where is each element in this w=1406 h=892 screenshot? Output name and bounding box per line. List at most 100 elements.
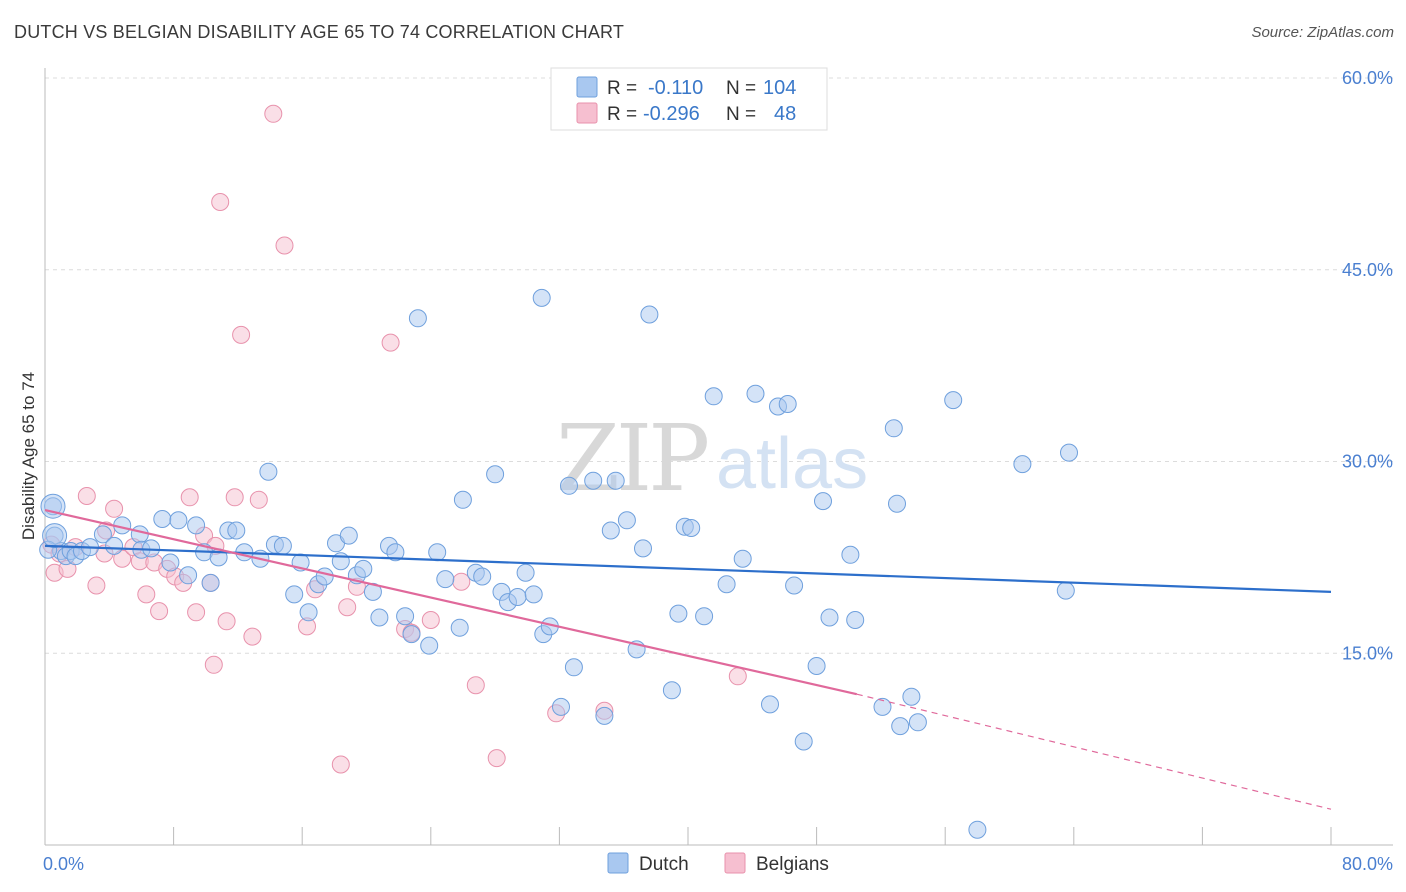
dutch-point — [370, 608, 389, 627]
belgians-point — [338, 598, 357, 617]
dutch-point — [436, 570, 455, 589]
dutch-point — [873, 697, 892, 716]
dutch-point — [187, 516, 206, 535]
belgians-point — [331, 755, 350, 774]
y-tick-label: 15.0% — [1342, 643, 1393, 663]
belgians-point — [264, 104, 283, 123]
dutch-point — [902, 687, 921, 706]
bottom-legend: Dutch Belgians — [607, 852, 829, 875]
belgians-point — [180, 488, 199, 507]
dutch-point — [428, 543, 447, 562]
y-axis-label: Disability Age 65 to 74 — [19, 372, 38, 540]
legend-swatch-belgians — [576, 102, 598, 124]
dutch-point — [161, 553, 180, 572]
watermark-zip: ZIP — [556, 405, 707, 512]
x-tick-label: 80.0% — [1342, 854, 1393, 874]
y-tick-label: 45.0% — [1342, 260, 1393, 280]
dutch-point — [704, 387, 723, 406]
dutch-point — [524, 585, 543, 604]
dutch-point — [595, 706, 614, 725]
dutch-point — [273, 536, 292, 555]
dutch-point — [640, 305, 659, 324]
dutch-point — [354, 559, 373, 578]
legend-swatch-dutch — [576, 76, 598, 98]
belgians-point — [452, 572, 471, 591]
legend-n-value-belgians: 48 — [774, 103, 796, 125]
belgians-point — [87, 576, 106, 595]
dutch-point — [153, 510, 172, 528]
dutch-point — [93, 525, 112, 544]
dutch-point — [339, 526, 358, 545]
bottom-legend-swatch-belgians — [724, 852, 746, 874]
dutch-point — [601, 521, 620, 540]
dutch-point — [944, 391, 963, 410]
dutch-point — [315, 567, 334, 586]
belgians-point — [243, 627, 262, 646]
dutch-point — [846, 611, 865, 629]
dutch-point — [402, 625, 421, 644]
dutch-point — [508, 588, 527, 606]
dutch-point — [201, 573, 220, 592]
belgians-point — [381, 333, 400, 352]
dutch-point — [884, 419, 903, 438]
dutch-point — [179, 566, 198, 585]
belgians-point — [728, 667, 747, 686]
bottom-legend-swatch-dutch — [607, 852, 629, 874]
dutch-point — [908, 713, 927, 732]
trend-lines — [44, 509, 1332, 810]
dutch-point — [1060, 443, 1078, 462]
dutch-point — [450, 618, 469, 637]
dutch-point — [42, 523, 68, 549]
belgians-point — [204, 655, 223, 674]
belgians-point — [217, 612, 236, 631]
dutch-point — [807, 657, 826, 675]
belgians-point — [421, 611, 440, 629]
dutch-point — [552, 697, 570, 716]
dutch-point — [746, 384, 765, 403]
bottom-legend-label-belgians: Belgians — [756, 854, 829, 875]
legend-r-value-dutch: -0.110 — [648, 77, 703, 99]
tick-labels: 15.0% 30.0% 45.0% 60.0% 0.0% 80.0% — [43, 68, 1393, 874]
belgians-trend-line — [44, 509, 858, 696]
watermark: ZIP atlas — [556, 405, 868, 512]
dutch-point — [891, 717, 910, 736]
dutch-point — [408, 309, 427, 328]
belgians-point — [113, 549, 132, 568]
dutch-point — [761, 695, 779, 714]
dutch-point — [473, 567, 492, 586]
belgians-point — [187, 603, 206, 622]
dutch-point — [560, 476, 578, 495]
dutch-point — [453, 490, 472, 509]
bottom-legend-label-dutch: Dutch — [639, 854, 689, 875]
dutch-point — [634, 539, 652, 558]
dutch-point — [105, 536, 124, 555]
watermark-atlas: atlas — [716, 424, 868, 504]
belgians-point — [105, 499, 124, 518]
dutch-point — [617, 511, 636, 530]
dutch-point — [888, 494, 906, 513]
legend-r-label-dutch: R = — [607, 78, 637, 99]
dutch-trend-line — [44, 544, 1332, 593]
x-tick-label: 0.0% — [43, 854, 84, 874]
dutch-point — [794, 732, 813, 751]
y-tick-label: 60.0% — [1342, 68, 1393, 88]
dutch-point — [584, 471, 603, 490]
chart-title: DUTCH VS BELGIAN DISABILITY AGE 65 TO 74… — [14, 22, 625, 42]
belgians-point — [150, 602, 169, 621]
legend: R = -0.110 N = 104 R = -0.296 N = 48 — [550, 67, 828, 131]
belgians-trend-line-extension — [856, 693, 1332, 810]
belgians-point — [232, 325, 251, 344]
dutch-point — [733, 549, 752, 568]
dutch-point — [1056, 581, 1075, 600]
dutch-point — [169, 511, 188, 530]
dutch-point — [486, 465, 505, 484]
dutch-point — [564, 658, 583, 677]
source-label: Source: ZipAtlas.com — [1251, 24, 1394, 41]
legend-n-label-dutch: N = — [726, 78, 756, 99]
dutch-point — [285, 585, 304, 604]
dutch-point — [532, 288, 551, 307]
belgians-point — [466, 676, 485, 695]
dutch-point — [396, 607, 415, 626]
dutch-point — [662, 681, 681, 700]
dutch-point — [259, 462, 278, 481]
